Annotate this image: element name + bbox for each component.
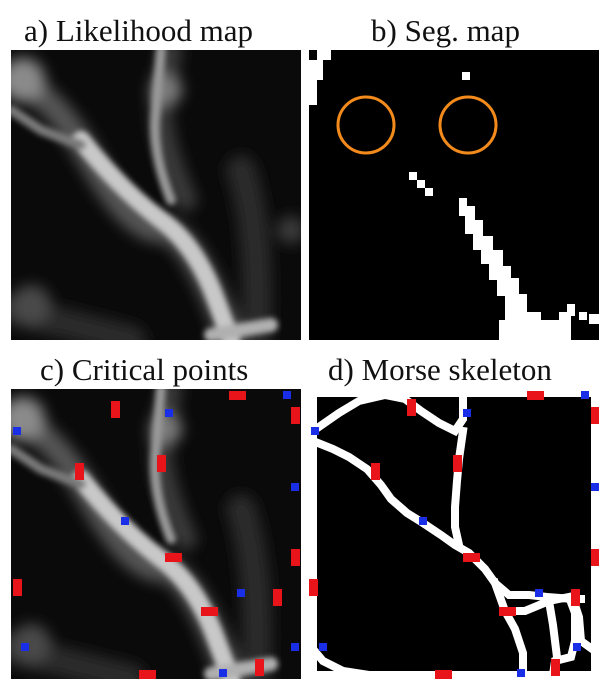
red-point (255, 659, 264, 676)
red-point (229, 391, 246, 400)
red-point (165, 553, 182, 562)
morse-skeleton-panel (309, 389, 599, 679)
panel-c-title: c) Critical points (40, 352, 249, 387)
blue-point (121, 517, 129, 525)
highlight-circle-right (438, 95, 498, 155)
blue-point (581, 391, 589, 399)
red-point (291, 407, 300, 424)
panel-a-title: a) Likelihood map (24, 13, 253, 48)
blue-point (237, 589, 245, 597)
skeleton-blue-points (311, 391, 599, 677)
blue-point (165, 409, 173, 417)
morse-skeleton-image (309, 389, 599, 679)
red-point (157, 455, 166, 472)
red-point (499, 607, 516, 616)
blue-point (311, 427, 319, 435)
segmentation-foreground (309, 50, 599, 340)
red-point (13, 579, 22, 596)
critical-points-image (11, 389, 301, 679)
red-point (291, 549, 300, 566)
red-point (273, 589, 282, 606)
blue-point (517, 669, 525, 677)
panel-b-title: b) Seg. map (371, 13, 520, 48)
red-point (551, 659, 560, 676)
red-point (453, 455, 462, 472)
red-point (591, 407, 599, 424)
blue-point (291, 643, 299, 651)
skeleton-red-points (309, 391, 599, 679)
critical-points-panel (11, 389, 301, 679)
blue-point (535, 589, 543, 597)
red-point (75, 463, 84, 480)
blue-point (419, 517, 427, 525)
blue-critical-points (13, 391, 299, 677)
red-critical-points (13, 391, 300, 679)
likelihood-map-panel (11, 50, 301, 340)
blue-point (219, 669, 227, 677)
red-point (139, 670, 156, 679)
red-point (435, 670, 452, 679)
skeleton-paths (309, 389, 599, 679)
segmentation-map-panel (309, 50, 599, 340)
red-point (571, 589, 580, 606)
likelihood-map-image (11, 50, 301, 340)
blue-point (21, 643, 29, 651)
blue-point (283, 391, 291, 399)
blue-point (591, 483, 599, 491)
segmentation-map-image (309, 50, 599, 340)
red-point (201, 607, 218, 616)
red-point (111, 401, 120, 418)
red-point (371, 463, 380, 480)
highlight-circle-left (336, 95, 396, 155)
red-point (309, 579, 318, 596)
blue-point (13, 427, 21, 435)
red-point (407, 399, 416, 416)
panel-d-title: d) Morse skeleton (328, 352, 552, 387)
blue-point (573, 643, 581, 651)
red-point (527, 391, 544, 400)
blue-point (319, 643, 327, 651)
blue-point (463, 409, 471, 417)
red-point (591, 549, 599, 566)
blue-point (291, 483, 299, 491)
red-point (463, 553, 480, 562)
